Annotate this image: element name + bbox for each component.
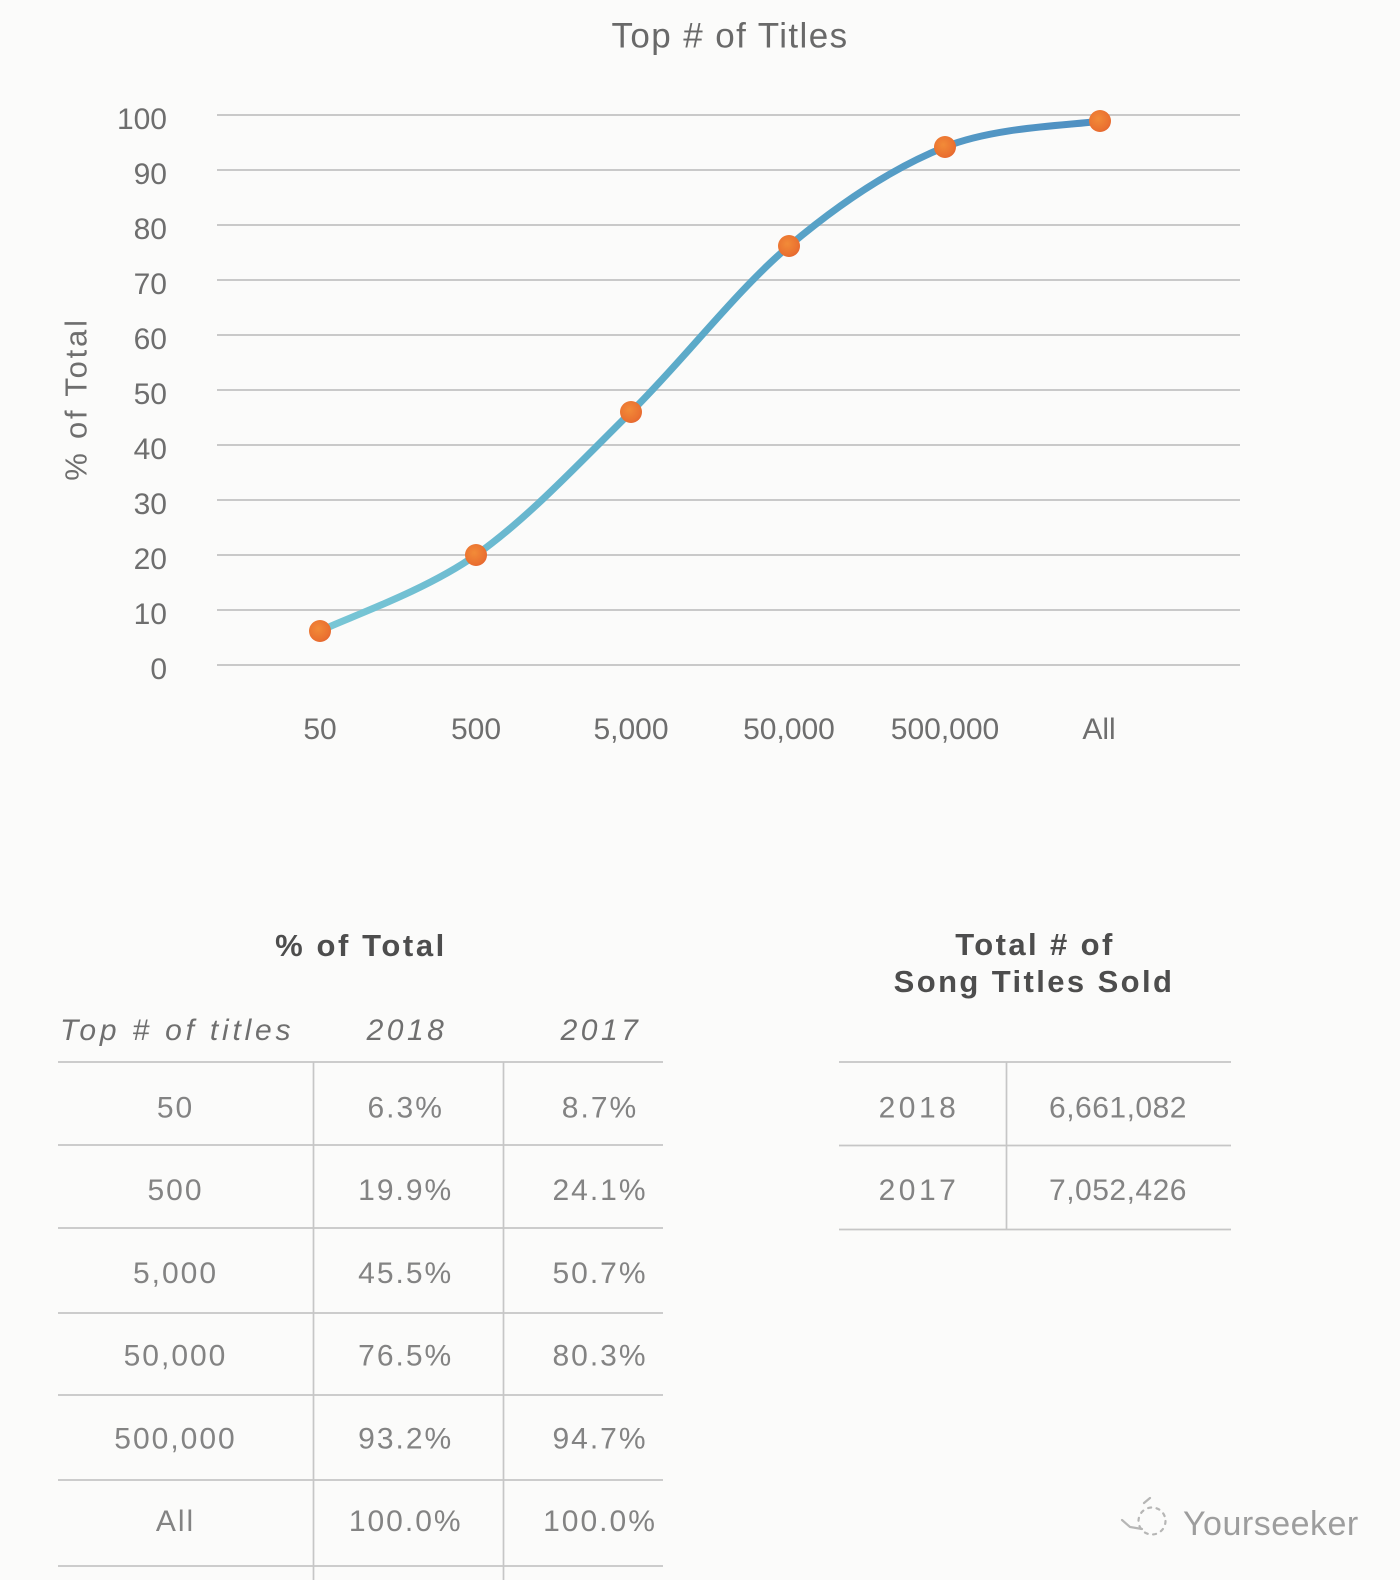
svg-text:80: 80 (134, 213, 167, 246)
svg-text:70: 70 (134, 268, 167, 301)
svg-text:% of Total: % of Total (59, 317, 94, 481)
svg-text:76.5%: 76.5% (358, 1340, 453, 1373)
svg-text:2017: 2017 (560, 1014, 642, 1047)
svg-text:50,000: 50,000 (743, 713, 835, 746)
svg-text:94.7%: 94.7% (552, 1423, 647, 1456)
svg-text:60: 60 (134, 323, 167, 356)
svg-text:500,000: 500,000 (891, 713, 999, 746)
svg-text:Yourseeker: Yourseeker (1183, 1505, 1359, 1543)
svg-text:50.7%: 50.7% (552, 1257, 647, 1290)
svg-text:0: 0 (150, 653, 167, 686)
svg-text:Total # of: Total # of (955, 927, 1114, 962)
svg-text:93.2%: 93.2% (358, 1423, 453, 1456)
svg-text:30: 30 (134, 488, 167, 521)
svg-text:6,661,082: 6,661,082 (1049, 1092, 1187, 1125)
svg-text:19.9%: 19.9% (358, 1174, 453, 1207)
svg-text:24.1%: 24.1% (552, 1174, 647, 1207)
svg-text:40: 40 (134, 433, 167, 466)
svg-text:5,000: 5,000 (133, 1257, 218, 1290)
svg-text:2018: 2018 (879, 1092, 960, 1125)
svg-text:Song Titles Sold: Song Titles Sold (894, 964, 1175, 999)
svg-text:6.3%: 6.3% (368, 1092, 444, 1125)
svg-text:50,000: 50,000 (124, 1340, 228, 1373)
svg-text:500: 500 (147, 1174, 203, 1207)
svg-text:500,000: 500,000 (114, 1423, 236, 1456)
svg-text:100.0%: 100.0% (543, 1505, 657, 1538)
svg-text:5,000: 5,000 (593, 713, 668, 746)
svg-text:45.5%: 45.5% (358, 1257, 453, 1290)
svg-text:500: 500 (451, 713, 501, 746)
svg-text:Top # of titles: Top # of titles (60, 1014, 294, 1047)
svg-text:100: 100 (117, 103, 167, 136)
svg-text:% of Total: % of Total (275, 928, 447, 963)
svg-text:50: 50 (157, 1092, 194, 1125)
svg-text:90: 90 (134, 158, 167, 191)
svg-text:2018: 2018 (366, 1014, 448, 1047)
svg-text:Top # of Titles: Top # of Titles (612, 17, 849, 56)
svg-text:50: 50 (134, 378, 167, 411)
svg-text:80.3%: 80.3% (552, 1340, 647, 1373)
svg-text:50: 50 (303, 713, 336, 746)
svg-text:7,052,426: 7,052,426 (1049, 1174, 1187, 1207)
svg-text:20: 20 (134, 543, 167, 576)
svg-text:All: All (1082, 713, 1115, 746)
svg-text:2017: 2017 (879, 1174, 960, 1207)
svg-text:10: 10 (134, 598, 167, 631)
svg-text:All: All (156, 1505, 195, 1538)
svg-text:100.0%: 100.0% (349, 1505, 463, 1538)
svg-text:8.7%: 8.7% (562, 1092, 638, 1125)
